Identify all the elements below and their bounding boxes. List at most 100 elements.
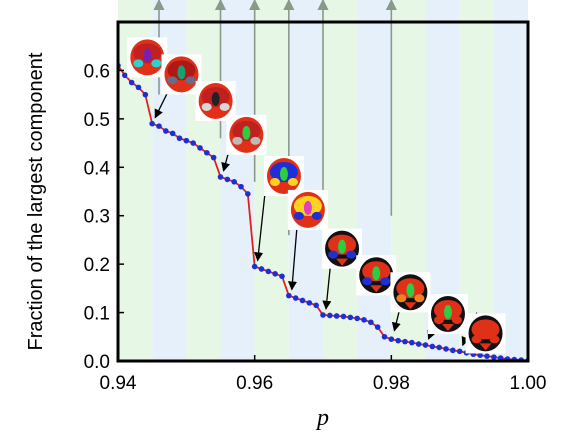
data-point — [347, 314, 354, 321]
brain-inset — [356, 255, 397, 296]
brain-stem — [240, 144, 253, 152]
x-axis-ticks: 0.94 0.96 0.98 1.00 — [100, 355, 547, 394]
band — [323, 0, 358, 361]
data-point — [484, 353, 490, 359]
brain-inset — [390, 272, 431, 313]
data-point — [197, 145, 203, 151]
brain-lobe-right — [451, 316, 462, 325]
brain-lobe-left — [133, 59, 144, 68]
data-point — [245, 191, 251, 197]
x-tick-label: 1.00 — [510, 373, 547, 394]
brain-inset — [195, 80, 236, 121]
brain-midline — [481, 324, 490, 339]
data-point — [238, 183, 244, 190]
brain-midline — [177, 65, 186, 80]
brain-lobe-left — [167, 76, 178, 85]
y-tick-label: 0.6 — [84, 61, 110, 82]
brain-inset — [263, 156, 304, 197]
brain-midline — [279, 167, 288, 182]
data-point — [313, 302, 319, 309]
brain-midline — [242, 125, 251, 140]
y-tick-label: 0.3 — [84, 207, 110, 228]
data-point — [204, 149, 210, 156]
data-point — [320, 312, 326, 318]
brain-lobe-right — [414, 294, 425, 303]
x-tick-label: 0.98 — [373, 373, 410, 394]
data-point — [422, 342, 429, 348]
brain-lobe-right — [219, 102, 230, 111]
band — [493, 0, 528, 361]
brain-stem — [301, 219, 314, 227]
data-point — [456, 348, 463, 355]
inset-images — [127, 37, 506, 354]
brain-inset — [322, 228, 363, 269]
x-tick-label: 0.94 — [100, 373, 137, 394]
brain-lobe-left — [433, 316, 444, 325]
data-point — [217, 174, 224, 180]
data-point — [306, 300, 313, 306]
brain-stem — [175, 84, 188, 92]
brain-midline — [443, 305, 452, 320]
brain-lobe-right — [151, 59, 162, 68]
data-point — [183, 137, 190, 144]
data-point — [299, 297, 306, 304]
data-point — [368, 319, 374, 326]
data-point — [477, 352, 483, 358]
data-point — [374, 324, 381, 330]
y-axis-ticks: 0.0 0.1 0.2 0.3 0.4 0.5 0.6 — [84, 61, 124, 373]
brain-inset — [226, 114, 267, 155]
x-axis-label: p — [315, 405, 329, 431]
brain-midline — [406, 283, 415, 298]
brain-lobe-left — [232, 136, 243, 145]
brain-stem — [479, 343, 492, 351]
brain-lobe-right — [346, 250, 357, 259]
data-point — [286, 292, 292, 299]
data-point — [224, 176, 231, 183]
brain-inset — [127, 37, 168, 78]
brain-lobe-left — [269, 178, 280, 187]
data-point — [190, 140, 196, 146]
brain-inset — [427, 294, 468, 335]
y-tick-label: 0.2 — [84, 255, 110, 276]
y-tick-label: 0.1 — [84, 304, 110, 325]
data-point — [149, 120, 155, 127]
data-point — [327, 312, 333, 319]
y-tick-label: 0.5 — [84, 110, 110, 131]
data-point — [361, 317, 367, 323]
data-point — [128, 79, 135, 86]
y-tick-label: 0.4 — [84, 158, 111, 179]
brain-midline — [143, 48, 152, 63]
data-point — [265, 268, 272, 275]
data-point — [169, 130, 176, 137]
brain-midline — [372, 266, 381, 281]
brain-lobe-right — [311, 211, 322, 220]
y-axis-label: Fraction of the largest component — [25, 52, 47, 350]
data-point — [142, 91, 149, 98]
data-point — [429, 343, 436, 350]
band — [186, 0, 221, 361]
data-point — [122, 72, 128, 79]
brain-lobe-left — [362, 277, 373, 286]
brain-inset — [465, 313, 506, 354]
data-point — [354, 315, 360, 322]
brain-stem — [277, 186, 290, 194]
data-point — [279, 273, 285, 280]
y-tick-label: 0.0 — [84, 352, 110, 373]
brain-lobe-right — [185, 76, 196, 85]
brain-inset — [161, 54, 202, 95]
data-point — [156, 123, 162, 129]
brain-lobe-left — [471, 335, 482, 344]
x-tick-label: 0.96 — [236, 373, 273, 394]
data-point — [497, 355, 504, 361]
data-point — [292, 295, 299, 301]
data-point — [210, 154, 217, 161]
data-point — [415, 341, 422, 347]
brain-lobe-right — [250, 136, 261, 145]
brain-lobe-right — [489, 335, 500, 344]
brain-midline — [211, 91, 220, 106]
data-point — [333, 313, 340, 319]
brain-lobe-right — [380, 277, 391, 286]
data-point — [395, 337, 401, 344]
data-point — [402, 338, 408, 345]
band — [357, 0, 392, 361]
